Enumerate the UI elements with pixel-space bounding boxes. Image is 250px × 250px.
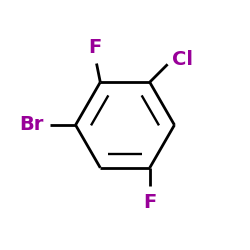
Text: Cl: Cl	[172, 50, 193, 70]
Text: F: F	[89, 38, 102, 58]
Text: Br: Br	[19, 116, 44, 134]
Text: F: F	[143, 192, 156, 212]
